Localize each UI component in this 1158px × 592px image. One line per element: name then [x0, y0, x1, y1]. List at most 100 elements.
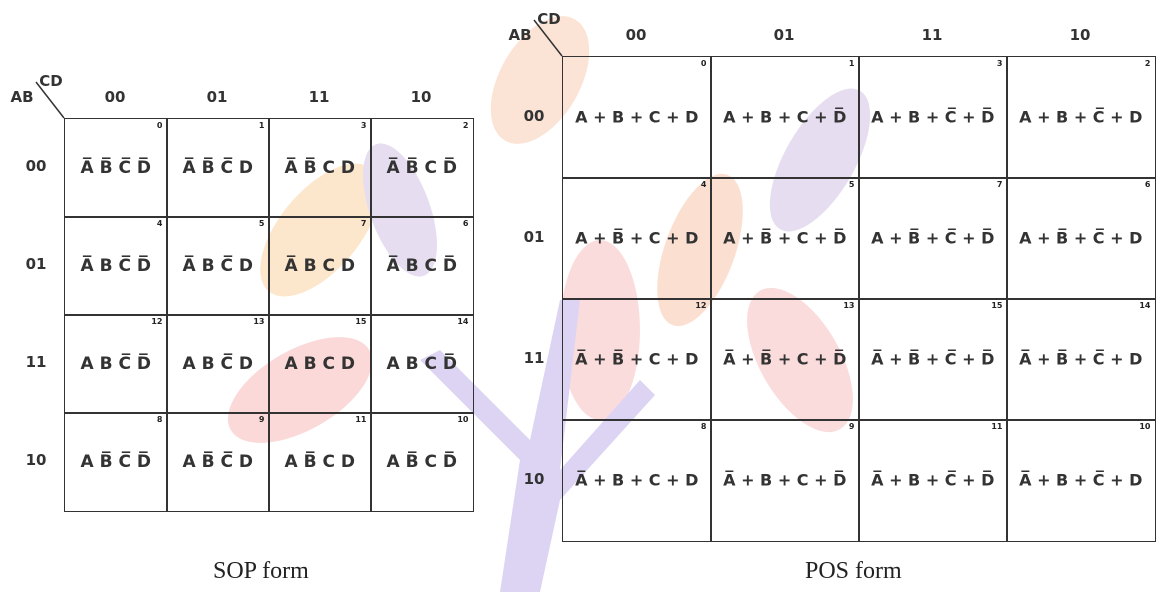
cell-term: A + B + C + D̅ — [723, 107, 847, 127]
cell-term: A B̅ C̅ D — [182, 451, 253, 472]
cell-index: 1 — [258, 121, 265, 130]
cell-index: 14 — [1139, 301, 1151, 310]
kmap-cell: 0 A + B + C + D — [562, 56, 712, 179]
kmap-cell: 5 A + B̅ + C + D̅ — [710, 177, 860, 300]
cell-index: 14 — [457, 317, 469, 326]
kmap-cell: 11 A B̅ C D — [268, 412, 372, 512]
kmap-cell: 7 A + B̅ + C̅ + D̅ — [858, 177, 1008, 300]
cell-index: 11 — [991, 422, 1003, 431]
kmap-cell: 14 A B C D̅ — [370, 314, 474, 414]
kmap-cell: 11 A̅ + B + C̅ + D̅ — [858, 419, 1008, 542]
col-header: 01 — [773, 26, 795, 44]
row-header: 01 — [523, 227, 545, 246]
cell-index: 6 — [1144, 180, 1151, 189]
cell-index: 13 — [843, 301, 855, 310]
cell-term: A B C̅ D̅ — [80, 353, 151, 374]
caption: POS form — [805, 558, 902, 584]
cell-term: A B̅ C D — [284, 451, 355, 472]
corner-col-label: CD — [537, 10, 561, 28]
kmap-cell: 9 A B̅ C̅ D — [166, 412, 270, 512]
kmap-cell: 1 A + B + C + D̅ — [710, 56, 860, 179]
cell-term: A̅ + B̅ + C + D̅ — [723, 349, 847, 369]
kmap-cell: 6 A̅ B C D̅ — [370, 216, 474, 316]
kmap-cell: 5 A̅ B C̅ D — [166, 216, 270, 316]
kmap-cell: 6 A + B̅ + C̅ + D — [1006, 177, 1156, 300]
cell-index: 10 — [1139, 422, 1151, 431]
cell-term: A B̅ C̅ D̅ — [80, 451, 151, 472]
cell-term: A + B̅ + C̅ + D̅ — [871, 228, 995, 248]
cell-term: A̅ B C̅ D — [182, 255, 253, 276]
col-header: 00 — [104, 88, 126, 106]
cell-index: 7 — [360, 219, 367, 228]
cell-index: 7 — [996, 180, 1003, 189]
cell-term: A + B̅ + C̅ + D — [1019, 228, 1143, 248]
cell-index: 2 — [1144, 59, 1151, 68]
kmap-cell: 10 A B̅ C D̅ — [370, 412, 474, 512]
cell-index: 5 — [848, 180, 855, 189]
cell-index: 0 — [700, 59, 707, 68]
cell-index: 13 — [253, 317, 265, 326]
col-header: 00 — [625, 26, 647, 44]
cell-term: A + B̅ + C + D̅ — [723, 228, 847, 248]
kmap-cell: 4 A̅ B C̅ D̅ — [64, 216, 168, 316]
kmap-cell: 13 A̅ + B̅ + C + D̅ — [710, 298, 860, 421]
kmap-cell: 15 A B C D — [268, 314, 372, 414]
caption: SOP form — [213, 558, 309, 584]
cell-index: 6 — [462, 219, 469, 228]
cell-index: 9 — [258, 415, 265, 424]
cell-term: A + B + C̅ + D̅ — [871, 107, 995, 127]
cell-index: 4 — [156, 219, 163, 228]
row-header: 11 — [523, 348, 545, 367]
cell-term: A̅ + B + C + D — [575, 470, 699, 490]
kmap-cell: 1 A̅ B̅ C̅ D — [166, 118, 270, 218]
kmap-cell: 14 A̅ + B̅ + C̅ + D — [1006, 298, 1156, 421]
kmap-cell: 9 A̅ + B + C + D̅ — [710, 419, 860, 542]
kmap-cell: 2 A + B + C̅ + D — [1006, 56, 1156, 179]
row-header: 10 — [523, 469, 545, 488]
cell-term: A̅ + B + C̅ + D̅ — [871, 470, 995, 490]
cell-index: 1 — [848, 59, 855, 68]
cell-term: A̅ + B̅ + C̅ + D — [1019, 349, 1143, 369]
kmap-cell: 10 A̅ + B + C̅ + D — [1006, 419, 1156, 542]
kmap-cell: 2 A̅ B̅ C D̅ — [370, 118, 474, 218]
cell-index: 11 — [355, 415, 367, 424]
corner-row-label: AB — [508, 26, 532, 44]
cell-term: A B C D̅ — [386, 353, 457, 374]
cell-term: A̅ + B + C̅ + D — [1019, 470, 1143, 490]
row-header: 00 — [523, 106, 545, 125]
corner-diagonal — [35, 81, 65, 119]
kmap-cell: 4 A + B̅ + C + D — [562, 177, 712, 300]
col-header: 10 — [1069, 26, 1091, 44]
cell-term: A̅ B̅ C̅ D̅ — [80, 157, 151, 178]
cell-term: A̅ B C̅ D̅ — [80, 255, 151, 276]
cell-term: A B C D — [284, 353, 355, 374]
cell-term: A̅ B̅ C̅ D — [182, 157, 253, 178]
corner-row-label: AB — [10, 88, 34, 106]
kmap-cell: 12 A B C̅ D̅ — [64, 314, 168, 414]
cell-index: 8 — [156, 415, 163, 424]
cell-index: 3 — [996, 59, 1003, 68]
cell-index: 15 — [355, 317, 367, 326]
cell-index: 12 — [151, 317, 163, 326]
kmap-cell: 8 A̅ + B + C + D — [562, 419, 712, 542]
kmap-cell: 7 A̅ B C D — [268, 216, 372, 316]
cell-index: 2 — [462, 121, 469, 130]
cell-term: A̅ B C D — [284, 255, 355, 276]
corner-col-label: CD — [39, 72, 63, 90]
row-header: 11 — [25, 353, 47, 371]
cell-term: A + B̅ + C + D — [575, 228, 699, 248]
cell-term: A B̅ C D̅ — [386, 451, 457, 472]
kmap-cell: 3 A + B + C̅ + D̅ — [858, 56, 1008, 179]
cell-term: A B C̅ D — [182, 353, 253, 374]
col-header: 10 — [410, 88, 432, 106]
kmap-cell: 8 A B̅ C̅ D̅ — [64, 412, 168, 512]
cell-index: 8 — [700, 422, 707, 431]
cell-term: A + B + C̅ + D — [1019, 107, 1143, 127]
cell-index: 9 — [848, 422, 855, 431]
cell-index: 3 — [360, 121, 367, 130]
cell-index: 4 — [700, 180, 707, 189]
cell-term: A + B + C + D — [575, 107, 699, 127]
cell-term: A̅ B̅ C D̅ — [386, 157, 457, 178]
cell-index: 12 — [695, 301, 707, 310]
